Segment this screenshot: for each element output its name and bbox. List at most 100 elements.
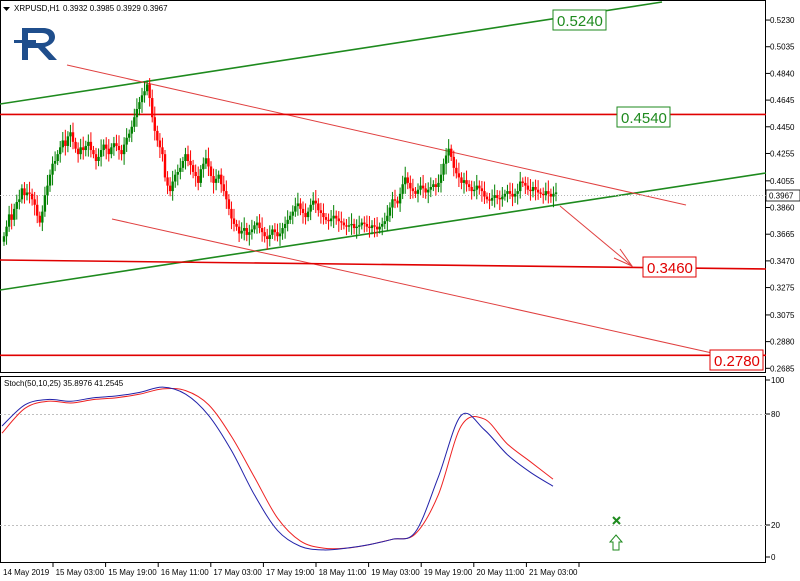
candle-body — [5, 226, 8, 237]
time-tick-label: 20 May 11:00 — [476, 568, 524, 577]
candle-body — [271, 229, 274, 235]
candle-body — [56, 154, 59, 161]
candle-body — [324, 217, 328, 220]
level-label-4540: 0.4540 — [616, 106, 671, 128]
candle-body — [138, 102, 141, 109]
candle-body — [258, 222, 261, 229]
candle-body — [386, 215, 389, 222]
candle-body — [41, 211, 44, 223]
candle-body — [301, 208, 305, 213]
time-tick-label: 17 May 03:00 — [213, 568, 262, 577]
candle-body — [151, 98, 154, 118]
candle-body — [554, 192, 558, 194]
time-tick-label: 17 May 19:00 — [266, 568, 315, 577]
candle-body — [345, 225, 348, 227]
candle-body — [245, 228, 248, 235]
candle-body — [64, 140, 67, 146]
candle-body — [460, 177, 463, 183]
candle-body — [358, 225, 361, 227]
candle-body — [467, 184, 471, 187]
time-tick-label: 15 May 19:00 — [108, 568, 157, 577]
candle-body — [212, 176, 215, 183]
candle-body — [61, 140, 64, 148]
candle-body — [235, 223, 238, 227]
candle-body — [128, 133, 131, 138]
candle-body — [117, 145, 121, 151]
price-tick-label: 0.2880 — [770, 338, 795, 347]
candle-body — [383, 221, 386, 224]
candle-body — [7, 214, 11, 227]
candle-body — [406, 177, 409, 183]
candle-body — [43, 195, 47, 212]
candlestick-series — [2, 78, 558, 250]
candle-body — [503, 193, 507, 197]
candle-body — [92, 150, 95, 155]
candle-body — [531, 186, 535, 192]
candle-body — [179, 167, 182, 172]
candle-body — [166, 177, 169, 186]
candle-body — [396, 200, 399, 204]
red-channel-lines — [66, 64, 713, 354]
candle-body — [268, 234, 271, 239]
candle-body — [490, 197, 494, 201]
time-tick-label: 19 May 03:00 — [371, 568, 420, 577]
candle-body — [94, 154, 98, 161]
candle-body — [327, 219, 330, 222]
cross-signal-icon — [612, 516, 621, 525]
stoch-panel-frame — [0, 376, 766, 563]
candle-body — [112, 143, 116, 148]
candle-body — [15, 202, 18, 209]
candle-body — [230, 208, 233, 219]
candle-body — [36, 204, 39, 216]
price-tick-label: 0.3075 — [770, 311, 795, 320]
candle-body — [478, 185, 481, 189]
price-tick-label: 0.3665 — [770, 230, 795, 239]
price-tick-label: 0.3860 — [770, 204, 795, 213]
candle-body — [437, 182, 440, 187]
candle-body — [189, 160, 192, 166]
candle-body — [76, 148, 80, 155]
candle-body — [368, 226, 371, 229]
candle-body — [13, 208, 16, 220]
candle-body — [225, 191, 228, 200]
candle-body — [473, 189, 476, 192]
svg-text:0: 0 — [771, 553, 776, 562]
candle-body — [411, 188, 415, 192]
candle-body — [171, 181, 174, 192]
candle-body — [286, 219, 289, 224]
ohlc-values: 0.3932 0.3985 0.3929 0.3967 — [63, 4, 168, 13]
candle-body — [508, 191, 512, 194]
candle-body — [20, 188, 24, 200]
upper-red-trendline — [66, 64, 687, 206]
candle-body — [322, 212, 325, 218]
candle-body — [176, 171, 179, 175]
candle-body — [84, 145, 87, 151]
candle-body — [516, 191, 519, 194]
candle-body — [184, 154, 187, 161]
candle-body — [217, 174, 220, 179]
candle-body — [521, 181, 524, 183]
candle-body — [145, 84, 149, 92]
candle-body — [130, 126, 133, 134]
candle-body — [283, 223, 287, 229]
candle-body — [335, 215, 338, 219]
candle-body — [25, 192, 29, 196]
candle-body — [266, 236, 269, 239]
stoch-label: Stoch(50,10,25) 35.8976 41.2545 — [4, 379, 124, 388]
svg-text:20: 20 — [771, 521, 780, 530]
candle-body — [342, 222, 346, 226]
candle-body — [552, 193, 555, 197]
candle-body — [393, 199, 397, 201]
candle-body — [375, 226, 379, 230]
candle-body — [10, 214, 13, 220]
dropdown-arrow-icon[interactable] — [3, 7, 10, 11]
candle-body — [363, 222, 366, 224]
candle-body — [243, 228, 246, 231]
candle-body — [475, 185, 478, 190]
candle-body — [309, 204, 312, 212]
time-tick-label: 15 May 03:00 — [56, 568, 105, 577]
candle-body — [296, 203, 300, 207]
candle-body — [125, 137, 128, 145]
price-tick-label: 0.5035 — [770, 43, 795, 52]
